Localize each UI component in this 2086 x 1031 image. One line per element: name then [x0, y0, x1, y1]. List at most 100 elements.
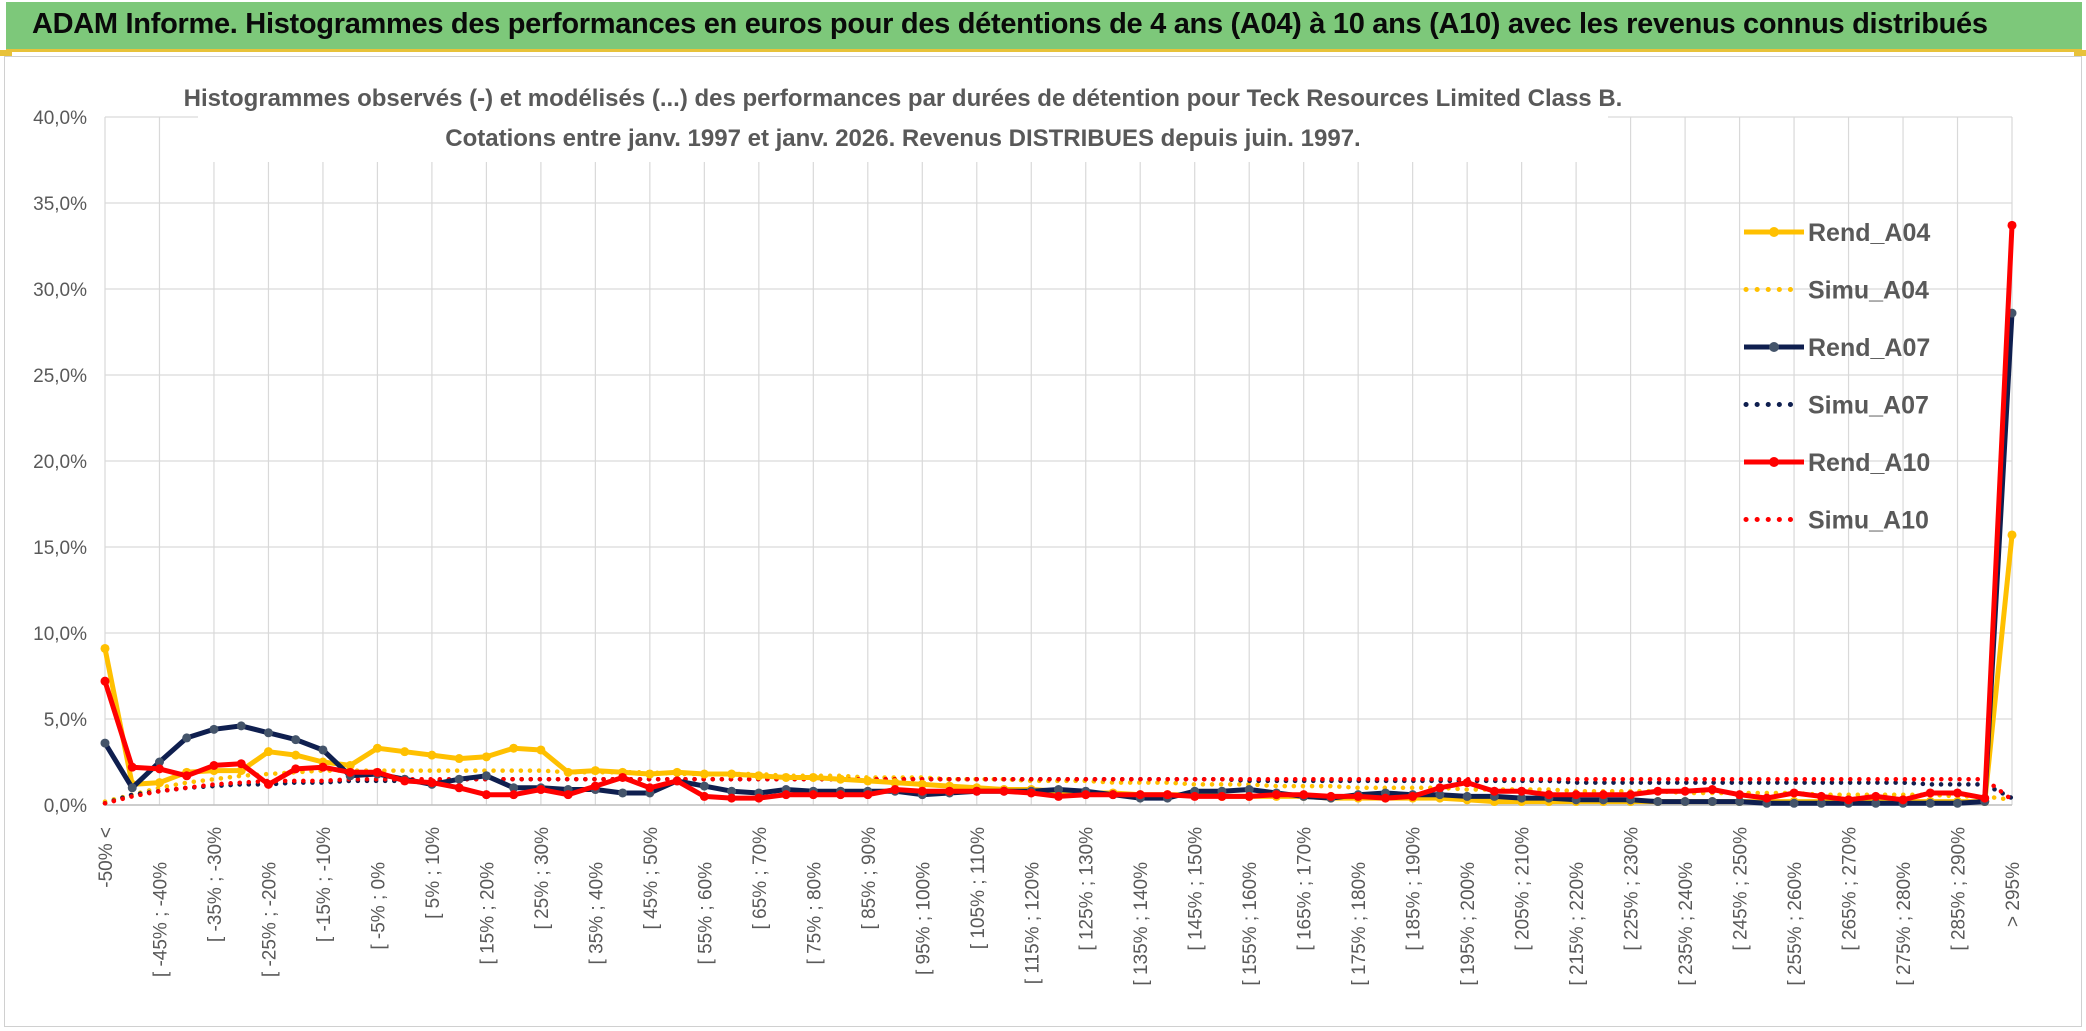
data-point-rend-a10	[1408, 791, 1418, 801]
data-point-rend-a10	[563, 790, 573, 800]
x-tick-label: [ 115% ; 120%	[1022, 862, 1043, 984]
x-tick-label: [ 205% ; 210%	[1513, 827, 1534, 951]
y-tick-label: 35,0%	[33, 194, 87, 215]
legend-marker-rend-a04	[1769, 227, 1779, 237]
legend-label-simu-a07: Simu_A07	[1808, 392, 1929, 420]
y-tick-label: 15,0%	[33, 538, 87, 559]
data-point-rend-a10	[1489, 786, 1499, 796]
data-point-rend-a10	[291, 764, 301, 774]
data-point-rend-a10	[781, 790, 791, 800]
y-tick-label: 20,0%	[33, 452, 87, 473]
data-point-rend-a10	[1190, 791, 1200, 801]
data-point-rend-a04	[454, 754, 464, 764]
data-point-rend-a10	[945, 786, 955, 796]
data-point-rend-a10	[672, 776, 682, 786]
x-tick-label: [ 235% ; 240%	[1676, 862, 1697, 986]
data-point-rend-a04	[563, 767, 573, 777]
data-point-rend-a07	[291, 735, 301, 745]
legend-label-simu-a10: Simu_A10	[1808, 507, 1929, 535]
data-point-rend-a10	[863, 790, 873, 800]
data-point-rend-a07	[1735, 797, 1745, 807]
data-point-rend-a10	[209, 760, 219, 770]
data-point-rend-a07	[509, 783, 519, 793]
data-point-rend-a07	[454, 774, 464, 784]
series-lines	[100, 220, 2017, 808]
x-tick-label: [ 215% ; 220%	[1567, 862, 1588, 986]
x-tick-label: [ 225% ; 230%	[1622, 827, 1643, 951]
x-tick-label: [ 95% ; 100%	[913, 862, 934, 975]
legend-marker-rend-a07	[1769, 342, 1779, 352]
x-tick-label: [ 25% ; 30%	[532, 827, 553, 930]
data-point-rend-a07	[154, 757, 164, 767]
data-point-rend-a10	[618, 772, 628, 782]
data-point-rend-a10	[1353, 791, 1363, 801]
data-point-rend-a04	[781, 772, 791, 782]
data-point-rend-a10	[263, 779, 273, 789]
data-point-rend-a04	[836, 774, 846, 784]
x-tick-label: [ -45% ; -40%	[150, 862, 171, 977]
data-point-rend-a10	[1244, 791, 1254, 801]
data-point-rend-a04	[672, 767, 682, 777]
data-point-rend-a10	[1435, 783, 1445, 793]
data-point-rend-a10	[1054, 791, 1063, 801]
data-point-rend-a04	[345, 760, 355, 770]
x-tick-label: [ 65% ; 70%	[750, 827, 771, 930]
data-point-rend-a04	[917, 779, 927, 789]
data-point-rend-a07	[127, 783, 137, 793]
data-point-rend-a10	[1762, 793, 1772, 803]
x-tick-label: [ 275% ; 280%	[1894, 862, 1915, 986]
data-point-rend-a10	[400, 776, 410, 786]
y-tick-label: 25,0%	[33, 366, 87, 387]
data-point-rend-a07	[1925, 798, 1935, 808]
data-point-rend-a10	[727, 793, 737, 803]
legend-label-simu-a04: Simu_A04	[1808, 277, 1929, 305]
data-point-rend-a04	[291, 750, 301, 760]
data-point-rend-a10	[1081, 790, 1091, 800]
legend-marker-rend-a10	[1769, 457, 1779, 467]
data-point-rend-a10	[2007, 220, 2017, 230]
data-point-rend-a10	[182, 771, 192, 781]
data-point-rend-a10	[1108, 790, 1118, 800]
data-point-rend-a10	[1026, 788, 1036, 798]
data-point-rend-a10	[1680, 786, 1690, 796]
data-point-rend-a10	[1844, 795, 1854, 805]
data-point-rend-a10	[1789, 788, 1799, 798]
data-point-rend-a10	[972, 786, 982, 796]
data-point-rend-a10	[236, 759, 246, 769]
x-tick-label: [ 155% ; 160%	[1240, 862, 1261, 986]
data-point-rend-a10	[1326, 791, 1336, 801]
data-point-rend-a04	[509, 743, 519, 753]
y-tick-label: 5,0%	[44, 710, 87, 731]
data-point-rend-a10	[454, 783, 464, 793]
data-point-rend-a04	[727, 769, 737, 779]
x-tick-label: [ 265% ; 270%	[1840, 827, 1861, 951]
data-point-rend-a04	[263, 747, 273, 757]
data-point-rend-a04	[808, 772, 818, 782]
data-point-rend-a10	[645, 783, 655, 793]
data-point-rend-a07	[1816, 798, 1826, 808]
data-point-rend-a07	[1244, 785, 1254, 795]
x-tick-label: [ 15% ; 20%	[477, 862, 498, 965]
data-point-rend-a10	[890, 785, 900, 795]
data-point-rend-a10	[1871, 791, 1881, 801]
x-tick-label: [ 165% ; 170%	[1295, 827, 1316, 951]
data-point-rend-a04	[372, 743, 382, 753]
chart-frame	[4, 56, 2082, 1027]
legend: Rend_A04 Simu_A04 Rend_A07 Simu_A07 Rend_A10…	[1743, 219, 1930, 535]
data-point-rend-a07	[699, 781, 709, 791]
x-tick-label: [ 185% ; 190%	[1404, 827, 1425, 951]
data-point-rend-a10	[1653, 786, 1663, 796]
data-point-rend-a10	[1217, 791, 1227, 801]
data-point-rend-a04	[481, 752, 491, 762]
data-point-rend-a04	[536, 745, 546, 755]
x-tick-label: [ 35% ; 40%	[586, 862, 607, 965]
x-axis: -50% < [ -45% ; -40% [ -35% ; -30% [ -25% ;…	[96, 804, 2024, 986]
series-line-rend-a10	[102, 225, 2015, 803]
y-tick-label: 40,0%	[33, 108, 87, 129]
data-point-rend-a07	[1871, 798, 1881, 808]
data-point-rend-a10	[590, 781, 600, 791]
title-banner: ADAM Informe. Histogrammes des performan…	[6, 2, 2082, 52]
data-point-rend-a07	[1707, 797, 1717, 807]
data-point-rend-a07	[1653, 797, 1663, 807]
